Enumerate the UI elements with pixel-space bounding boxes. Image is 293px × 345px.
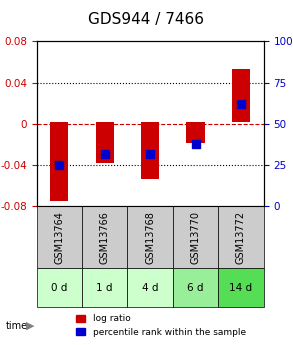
FancyBboxPatch shape [127, 206, 173, 268]
Text: time: time [6, 321, 28, 331]
FancyBboxPatch shape [37, 206, 82, 268]
Text: GSM13770: GSM13770 [190, 211, 201, 264]
Legend: log ratio, percentile rank within the sample: log ratio, percentile rank within the sa… [73, 311, 249, 341]
Text: GSM13768: GSM13768 [145, 211, 155, 264]
FancyBboxPatch shape [82, 206, 127, 268]
FancyBboxPatch shape [82, 268, 127, 307]
Text: 1 d: 1 d [96, 283, 113, 293]
FancyBboxPatch shape [127, 268, 173, 307]
Bar [141, 122, 159, 179]
FancyBboxPatch shape [173, 268, 218, 307]
FancyBboxPatch shape [218, 206, 264, 268]
FancyBboxPatch shape [37, 268, 82, 307]
Text: 0 d: 0 d [51, 283, 67, 293]
FancyBboxPatch shape [218, 268, 264, 307]
Bar [232, 69, 250, 122]
Text: GSM13766: GSM13766 [100, 211, 110, 264]
Bar [50, 122, 68, 201]
FancyBboxPatch shape [173, 206, 218, 268]
Text: 4 d: 4 d [142, 283, 159, 293]
Bar [96, 122, 114, 163]
Text: 6 d: 6 d [187, 283, 204, 293]
Text: 14 d: 14 d [229, 283, 253, 293]
Text: ▶: ▶ [26, 321, 35, 331]
Text: GSM13772: GSM13772 [236, 211, 246, 264]
Bar [186, 122, 205, 142]
Text: GDS944 / 7466: GDS944 / 7466 [88, 12, 205, 27]
Text: GSM13764: GSM13764 [54, 211, 64, 264]
